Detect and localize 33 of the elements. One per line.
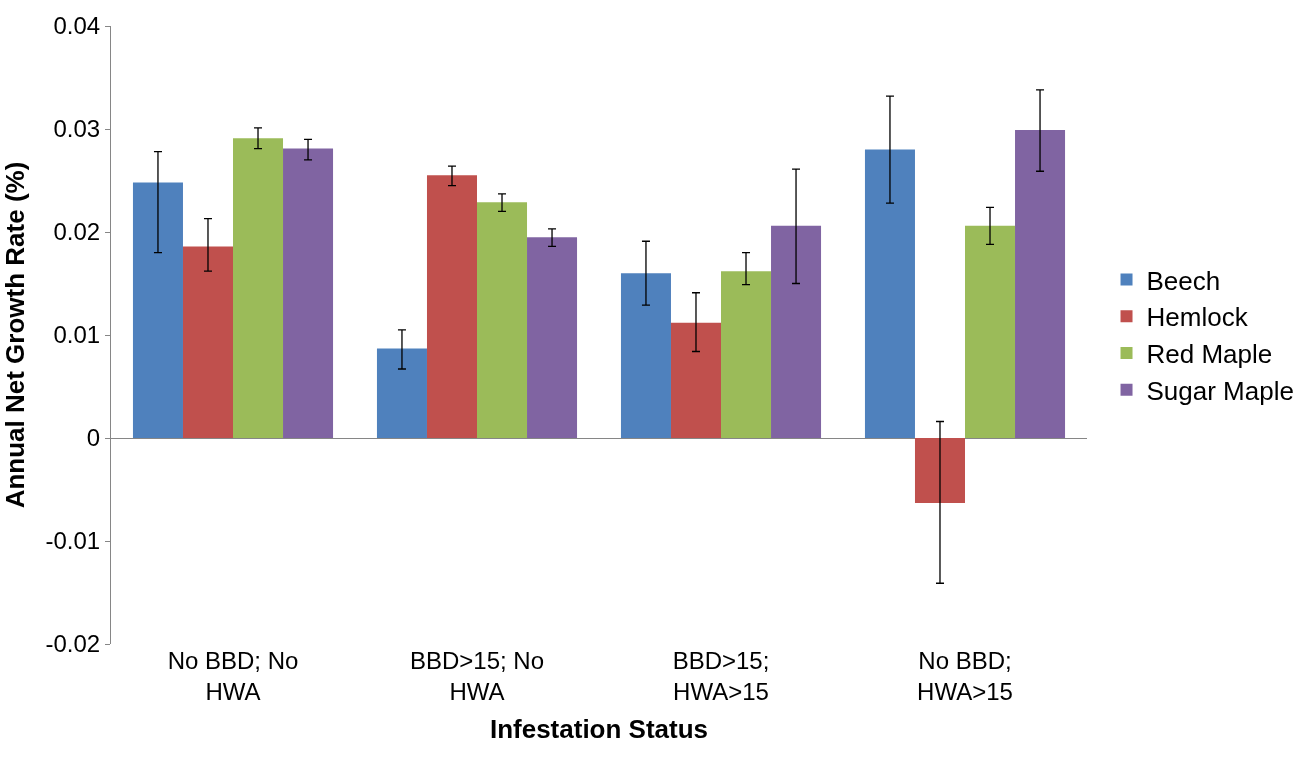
x-tick-label: BBD>15; HWA>15 [672,647,770,706]
bar [182,246,233,438]
x-axis-title: Infestation Status [489,713,709,744]
y-tick-label: 0.02 [53,218,101,246]
bar [965,225,1016,438]
bar [670,322,721,438]
y-tick-label: -0.02 [45,630,101,658]
bar [620,273,671,438]
legend-label: Red Maple [1146,339,1273,370]
y-tick-label: 0.01 [53,321,101,349]
bar [721,271,772,438]
bar [527,237,578,438]
y-tick-label: -0.01 [45,527,101,555]
x-tick-label: BBD>15; No HWA [409,647,545,706]
legend-label: Beech [1146,265,1221,296]
x-tick-label: No BBD; No HWA [167,647,299,706]
legend-label: Hemlock [1146,302,1249,333]
legend-label: Sugar Maple [1146,375,1294,406]
bar [426,175,477,438]
y-tick-label: 0 [86,424,101,452]
bar [771,225,822,438]
x-tick-label: No BBD; HWA>15 [917,647,1013,706]
y-axis-title: Annual Net Growth Rate (%) [0,161,30,509]
bar [283,148,334,438]
bar [477,202,528,438]
bar [1015,130,1066,438]
y-tick-label: 0.03 [53,115,101,143]
bar [132,182,183,438]
bar [233,138,284,438]
bar [864,149,915,438]
y-tick-label: 0.04 [53,12,101,40]
bar [914,438,965,503]
bar [376,348,427,438]
